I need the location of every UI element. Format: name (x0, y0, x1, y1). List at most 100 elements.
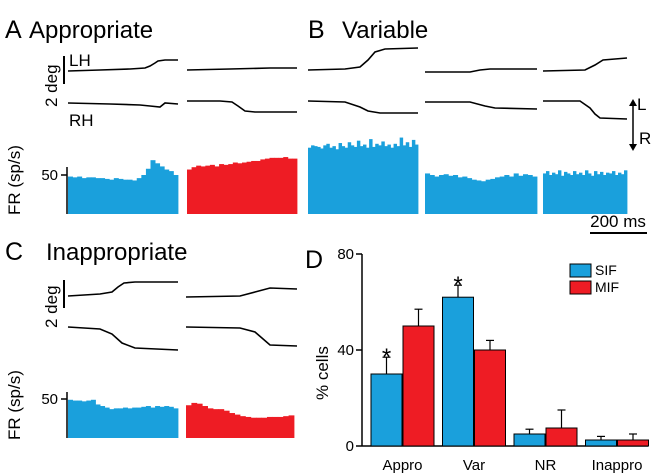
histogram-bar-b-1-22 (527, 175, 533, 214)
histogram-bar-b-0-4 (320, 148, 324, 214)
histogram-bar-b-1-20 (518, 175, 524, 214)
histogram-bar-a-0-20 (159, 166, 165, 214)
histogram-bar-b-0-30 (399, 137, 404, 214)
histogram-bar-c-1-4 (207, 408, 214, 438)
histogram-bar-b-0-17 (359, 146, 364, 214)
d-significance-0: * (382, 344, 391, 371)
histogram-bar-b-0-14 (350, 145, 355, 214)
histogram-bar-b-1-17 (504, 175, 510, 214)
direction-left-label: L (637, 95, 646, 114)
d-bar-appro-mif (402, 325, 435, 447)
histogram-bar-b-2-15 (588, 173, 592, 214)
fr-tick-label-c: 50 (41, 391, 58, 408)
histogram-bar-c-1-12 (250, 417, 257, 438)
histogram-bar-b-0-22 (375, 143, 379, 214)
histogram-bar-b-2-5 (558, 170, 562, 214)
histogram-bar-b-0-1 (311, 145, 315, 214)
panel-d-letter: D (305, 246, 323, 274)
histogram-bar-b-0-24 (381, 141, 385, 214)
histogram-bar-a-1-15 (255, 160, 261, 214)
d-bar-var-mif (474, 349, 506, 447)
histogram-bar-a-0-3 (81, 178, 87, 214)
histogram-bar-b-1-16 (499, 176, 505, 214)
histogram-bar-a-1-16 (260, 159, 266, 214)
rh-trace-b1 (307, 100, 418, 114)
histogram-bar-a-1-8 (223, 164, 229, 214)
d-legend-label-1: MIF (595, 279, 619, 295)
histogram-bar-b-2-12 (579, 172, 583, 214)
histogram-bar-c-0-16 (141, 406, 147, 438)
histogram-bar-b-1-18 (509, 176, 515, 214)
histogram-bar-b-2-26 (621, 174, 625, 214)
rh-trace-b3 (543, 100, 628, 120)
histogram-bar-a-1-18 (269, 157, 275, 214)
histogram-bar-a-0-0 (68, 176, 73, 214)
histogram-bar-b-1-23 (532, 176, 538, 214)
histogram-bar-b-2-22 (609, 173, 613, 214)
histogram-bar-b-0-29 (396, 146, 401, 214)
histogram-bar-c-1-1 (191, 402, 198, 438)
histogram-bar-b-0-13 (347, 142, 352, 214)
histogram-bar-b-1-1 (429, 175, 435, 214)
histogram-bar-a-0-15 (136, 178, 142, 214)
histogram-bar-b-0-12 (344, 147, 349, 214)
firing-rate-histograms (68, 137, 628, 438)
histogram-bar-c-1-5 (213, 409, 219, 438)
histogram-bar-b-2-23 (612, 171, 616, 214)
fr-tick-label-ab: 50 (41, 167, 58, 184)
histogram-bar-c-0-22 (168, 406, 174, 438)
histogram-bar-b-2-9 (570, 175, 574, 214)
histogram-bar-b-0-26 (387, 144, 391, 214)
histogram-bar-a-0-18 (150, 160, 156, 214)
histogram-bar-a-1-5 (209, 164, 215, 214)
histogram-bar-c-1-10 (240, 416, 246, 438)
histogram-bar-a-1-2 (196, 165, 202, 214)
histogram-bar-c-0-11 (118, 408, 124, 438)
d-legend-label-0: SIF (595, 262, 617, 278)
panel-c-title: Inappropriate (46, 239, 187, 266)
time-scale-label: 200 ms (590, 212, 646, 231)
histogram-bar-c-1-16 (272, 416, 279, 438)
histogram-bar-c-1-17 (277, 416, 284, 438)
histogram-bar-a-0-19 (155, 163, 161, 214)
histogram-bar-b-2-6 (561, 175, 565, 214)
histogram-bar-a-0-12 (123, 179, 128, 214)
deg-scale-label-c: 2 deg (42, 285, 61, 328)
histogram-bar-a-0-1 (72, 177, 78, 214)
histogram-bar-b-0-28 (393, 143, 398, 214)
histogram-bar-c-0-8 (104, 407, 110, 438)
histogram-bar-b-2-11 (576, 174, 580, 214)
histogram-bar-b-0-2 (314, 146, 318, 214)
histogram-bar-a-0-17 (145, 168, 151, 214)
histogram-bar-c-1-6 (218, 409, 225, 438)
histogram-bar-b-0-19 (366, 147, 370, 214)
histogram-bar-b-2-2 (549, 175, 553, 214)
histogram-bar-a-1-20 (278, 157, 284, 214)
histogram-bar-b-2-4 (555, 174, 559, 214)
histogram-bar-b-0-23 (378, 145, 382, 214)
histogram-bar-b-0-0 (308, 147, 312, 214)
histogram-bar-c-1-7 (223, 410, 230, 438)
histogram-bar-b-2-20 (603, 175, 607, 214)
histogram-bar-b-0-35 (414, 144, 419, 214)
histogram-bar-b-1-7 (457, 177, 463, 214)
histogram-bar-b-2-24 (615, 175, 619, 214)
histogram-bar-b-1-5 (448, 175, 454, 214)
histogram-bar-b-1-6 (453, 175, 459, 214)
histogram-bar-a-1-0 (187, 169, 192, 214)
histogram-bar-a-0-8 (104, 178, 110, 214)
histogram-bar-c-0-17 (145, 406, 151, 438)
histogram-bar-a-1-11 (237, 163, 243, 214)
histogram-bar-a-1-9 (228, 164, 234, 214)
histogram-bar-c-0-23 (173, 408, 179, 438)
d-bar-nr-sif (513, 433, 546, 447)
histogram-bar-c-0-0 (68, 399, 73, 438)
histogram-bar-c-1-3 (202, 406, 208, 438)
d-category-label-3: Inappro (592, 457, 643, 474)
rh-trace-a2 (187, 100, 297, 113)
histogram-bar-a-1-17 (264, 158, 270, 214)
histogram-bar-b-1-10 (471, 179, 477, 214)
histogram-bar-c-0-14 (132, 407, 138, 438)
d-bar-inappro-mif (617, 439, 649, 447)
histogram-bar-c-0-7 (100, 406, 106, 438)
